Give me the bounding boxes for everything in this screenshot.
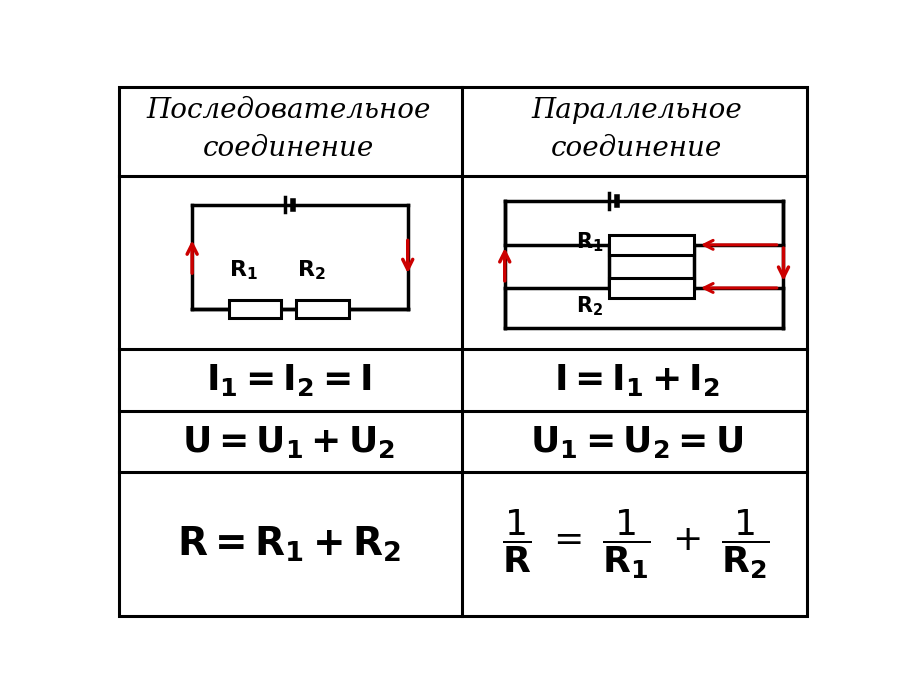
Bar	[296, 299, 348, 318]
Text: $\mathbf{R_1}$: $\mathbf{R_1}$	[228, 258, 258, 282]
Text: $\mathbf{U_1 = U_2 = U}$: $\mathbf{U_1 = U_2 = U}$	[529, 424, 742, 459]
Text: $\dfrac{1}{\mathbf{R}}\ =\ \dfrac{1}{\mathbf{R_1}}\ +\ \dfrac{1}{\mathbf{R_2}}$: $\dfrac{1}{\mathbf{R}}\ =\ \dfrac{1}{\ma…	[502, 507, 769, 580]
Text: $\mathbf{U = U_1 + U_2}$: $\mathbf{U = U_1 + U_2}$	[182, 424, 395, 459]
Bar	[609, 235, 694, 255]
Text: $\mathbf{R = R_1 + R_2}$: $\mathbf{R = R_1 + R_2}$	[176, 524, 400, 564]
Text: $\mathbf{R_1}$: $\mathbf{R_1}$	[575, 230, 603, 253]
Text: $\mathbf{I_1 = I_2 = I}$: $\mathbf{I_1 = I_2 = I}$	[206, 362, 371, 398]
Text: Последовательное
соединение: Последовательное соединение	[146, 97, 430, 162]
Bar	[228, 299, 281, 318]
Text: $\mathbf{I = I_1 + I_2}$: $\mathbf{I = I_1 + I_2}$	[553, 362, 719, 398]
Text: Параллельное
соединение: Параллельное соединение	[530, 97, 741, 162]
Bar	[609, 278, 694, 298]
Text: $\mathbf{R_2}$: $\mathbf{R_2}$	[575, 294, 603, 317]
Text: $\mathbf{R_2}$: $\mathbf{R_2}$	[297, 258, 325, 282]
